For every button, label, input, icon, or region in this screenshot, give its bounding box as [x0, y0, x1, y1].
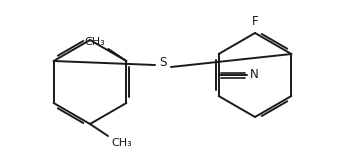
- Text: F: F: [252, 15, 258, 28]
- Text: N: N: [250, 69, 258, 81]
- Text: CH₃: CH₃: [111, 138, 132, 148]
- Text: CH₃: CH₃: [84, 37, 105, 47]
- Text: S: S: [159, 55, 167, 69]
